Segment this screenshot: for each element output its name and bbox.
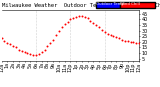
Point (98, 27, 100, 28)
Point (75, 16, 77, 18)
Point (115, 37, 118, 38)
Point (118, 38, 120, 39)
Point (129, 41, 132, 43)
Point (55, 34, 57, 36)
Point (81, 15, 83, 17)
Point (121, 39, 123, 40)
Point (106, 33, 109, 35)
Point (9, 43, 12, 45)
Point (49, 42, 52, 44)
Point (35, 55, 37, 56)
Point (43, 49, 46, 50)
Point (86, 18, 89, 19)
Point (18, 49, 20, 50)
Point (124, 40, 126, 41)
Point (46, 46, 49, 47)
Point (92, 22, 95, 23)
Point (126, 40, 129, 41)
Point (26, 52, 29, 54)
Point (32, 55, 34, 56)
Text: Milwaukee Weather  Outdoor Temperature vs Wind Chill per Minute (24 Hours): Milwaukee Weather Outdoor Temperature vs… (2, 3, 160, 8)
Text: Outdoor Temp: Outdoor Temp (96, 2, 124, 6)
Point (101, 29, 103, 30)
Point (60, 27, 63, 28)
Point (66, 21, 69, 22)
Point (69, 19, 72, 20)
Point (6, 42, 9, 44)
Point (138, 42, 140, 44)
Point (58, 30, 60, 31)
Point (20, 50, 23, 52)
Point (135, 42, 138, 44)
Point (95, 24, 97, 26)
Point (3, 40, 6, 41)
Point (15, 47, 17, 48)
Text: Wind Chill: Wind Chill (120, 2, 140, 6)
Point (89, 20, 92, 21)
Point (78, 15, 80, 17)
Point (104, 31, 106, 32)
Point (84, 16, 86, 18)
Point (112, 35, 115, 37)
Point (23, 51, 26, 53)
Point (38, 54, 40, 55)
Point (0, 38, 3, 39)
Point (72, 18, 75, 19)
Point (40, 51, 43, 53)
Point (109, 34, 112, 36)
Point (12, 46, 14, 47)
Point (132, 41, 135, 43)
Point (52, 39, 54, 40)
Point (63, 23, 66, 25)
Point (29, 54, 32, 55)
